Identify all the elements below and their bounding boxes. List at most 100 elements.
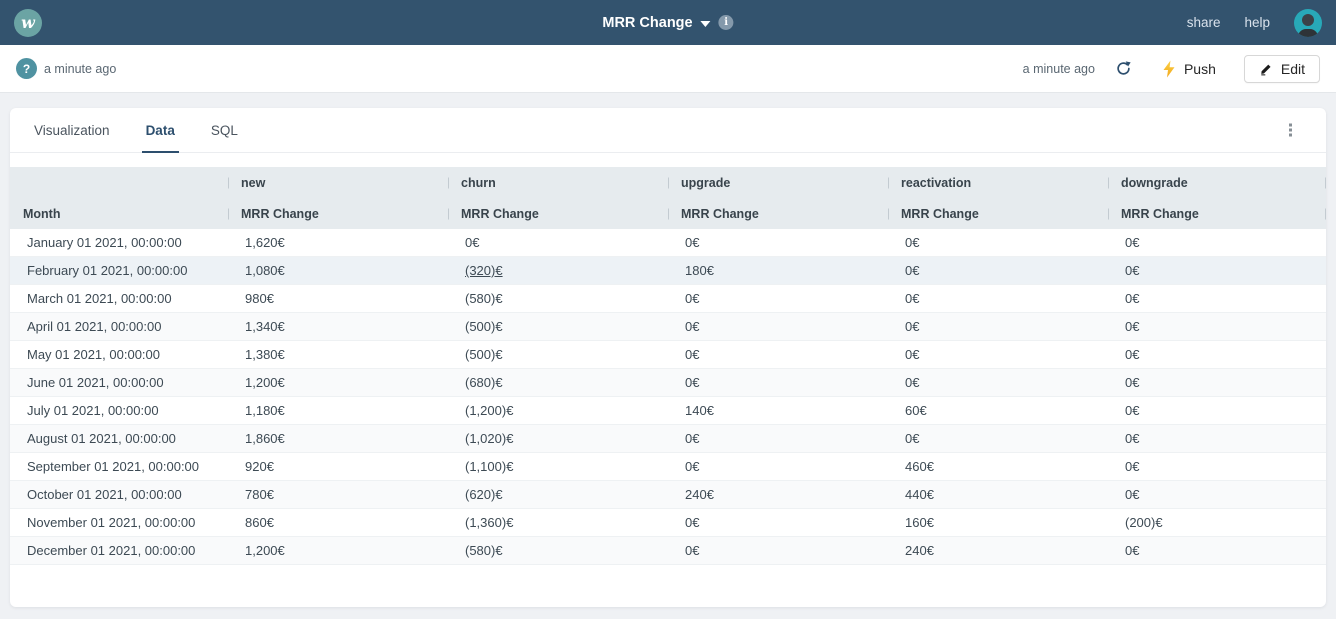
- value-cell-upgrade[interactable]: 0€: [668, 425, 888, 452]
- share-link[interactable]: share: [1186, 15, 1221, 30]
- value-cell-new[interactable]: 780€: [228, 481, 448, 508]
- table-row[interactable]: September 01 2021, 00:00:00 920€ (1,100)€ 0…: [10, 453, 1326, 481]
- cell-value: 1,380€: [245, 347, 285, 362]
- value-cell-churn[interactable]: (500)€: [448, 313, 668, 340]
- value-cell-new[interactable]: 1,340€: [228, 313, 448, 340]
- push-button[interactable]: Push: [1162, 60, 1216, 78]
- table-row[interactable]: January 01 2021, 00:00:00 1,620€ 0€ 0€ 0€ 0€: [10, 229, 1326, 257]
- main-content: Visualization Data SQL new churn upgrade reac…: [0, 93, 1336, 607]
- value-cell-downgrade[interactable]: 0€: [1108, 537, 1326, 564]
- cell-value: 0€: [905, 431, 920, 446]
- refresh-button[interactable]: [1115, 60, 1132, 77]
- value-cell-downgrade[interactable]: 0€: [1108, 341, 1326, 368]
- report-title-dropdown[interactable]: MRR Change i: [602, 15, 734, 31]
- value-cell-churn[interactable]: (1,100)€: [448, 453, 668, 480]
- value-cell-downgrade[interactable]: 0€: [1108, 397, 1326, 424]
- tab-visualization[interactable]: Visualization: [34, 122, 110, 138]
- more-options-icon[interactable]: [1285, 120, 1296, 141]
- value-cell-new[interactable]: 1,080€: [228, 257, 448, 284]
- value-cell-new[interactable]: 1,620€: [228, 229, 448, 256]
- month-cell: January 01 2021, 00:00:00: [27, 235, 182, 250]
- tab-data[interactable]: Data: [136, 108, 185, 153]
- value-cell-churn[interactable]: (1,020)€: [448, 425, 668, 452]
- value-cell-reactivation[interactable]: 0€: [888, 313, 1108, 340]
- value-cell-upgrade[interactable]: 0€: [668, 229, 888, 256]
- value-cell-downgrade[interactable]: 0€: [1108, 285, 1326, 312]
- value-cell-churn[interactable]: (500)€: [448, 341, 668, 368]
- value-cell-new[interactable]: 1,200€: [228, 537, 448, 564]
- value-cell-upgrade[interactable]: 0€: [668, 509, 888, 536]
- value-cell-reactivation[interactable]: 0€: [888, 285, 1108, 312]
- value-cell-reactivation[interactable]: 60€: [888, 397, 1108, 424]
- value-cell-new[interactable]: 920€: [228, 453, 448, 480]
- value-cell-downgrade[interactable]: 0€: [1108, 229, 1326, 256]
- table-row[interactable]: December 01 2021, 00:00:00 1,200€ (580)€ 0€…: [10, 537, 1326, 565]
- value-cell-downgrade[interactable]: 0€: [1108, 453, 1326, 480]
- group-header-upgrade: upgrade: [668, 167, 888, 198]
- value-cell-churn[interactable]: (1,200)€: [448, 397, 668, 424]
- question-circle-icon[interactable]: ?: [16, 58, 37, 79]
- value-cell-upgrade[interactable]: 0€: [668, 285, 888, 312]
- value-cell-reactivation[interactable]: 0€: [888, 257, 1108, 284]
- month-cell: December 01 2021, 00:00:00: [27, 543, 196, 558]
- value-cell-new[interactable]: 860€: [228, 509, 448, 536]
- value-cell-upgrade[interactable]: 0€: [668, 341, 888, 368]
- value-cell-downgrade[interactable]: 0€: [1108, 313, 1326, 340]
- value-cell-reactivation[interactable]: 0€: [888, 369, 1108, 396]
- value-cell-downgrade[interactable]: 0€: [1108, 425, 1326, 452]
- table-row[interactable]: March 01 2021, 00:00:00 980€ (580)€ 0€ 0€ 0€: [10, 285, 1326, 313]
- value-cell-upgrade[interactable]: 0€: [668, 537, 888, 564]
- table-row[interactable]: February 01 2021, 00:00:00 1,080€ (320)€ 18…: [10, 257, 1326, 285]
- value-cell-new[interactable]: 1,860€: [228, 425, 448, 452]
- value-cell-downgrade[interactable]: 0€: [1108, 369, 1326, 396]
- help-link[interactable]: help: [1244, 15, 1270, 30]
- last-updated-right: a minute ago: [1022, 61, 1095, 76]
- value-cell-churn[interactable]: (680)€: [448, 369, 668, 396]
- cell-value: (580)€: [465, 543, 503, 558]
- tab-sql[interactable]: SQL: [210, 122, 238, 138]
- value-cell-upgrade[interactable]: 180€: [668, 257, 888, 284]
- table-row[interactable]: May 01 2021, 00:00:00 1,380€ (500)€ 0€ 0€ 0€: [10, 341, 1326, 369]
- cell-value: 0€: [685, 291, 700, 306]
- value-cell-reactivation[interactable]: 160€: [888, 509, 1108, 536]
- value-cell-upgrade[interactable]: 0€: [668, 369, 888, 396]
- value-cell-churn[interactable]: (1,360)€: [448, 509, 668, 536]
- value-cell-upgrade[interactable]: 0€: [668, 313, 888, 340]
- value-cell-downgrade[interactable]: 0€: [1108, 257, 1326, 284]
- value-cell-downgrade[interactable]: (200)€: [1108, 509, 1326, 536]
- value-cell-reactivation[interactable]: 0€: [888, 229, 1108, 256]
- table-row[interactable]: November 01 2021, 00:00:00 860€ (1,360)€ 0€…: [10, 509, 1326, 537]
- value-cell-downgrade[interactable]: 0€: [1108, 481, 1326, 508]
- app-logo-icon[interactable]: w: [14, 8, 42, 37]
- table-row[interactable]: April 01 2021, 00:00:00 1,340€ (500)€ 0€ 0€ 0…: [10, 313, 1326, 341]
- value-cell-reactivation[interactable]: 0€: [888, 425, 1108, 452]
- value-cell-reactivation[interactable]: 0€: [888, 341, 1108, 368]
- value-cell-upgrade[interactable]: 0€: [668, 453, 888, 480]
- value-cell-churn[interactable]: (620)€: [448, 481, 668, 508]
- table-row[interactable]: October 01 2021, 00:00:00 780€ (620)€ 240€ 4…: [10, 481, 1326, 509]
- cell-value: 180€: [685, 263, 714, 278]
- value-cell-churn[interactable]: (580)€: [448, 537, 668, 564]
- report-card: Visualization Data SQL new churn upgrade reac…: [10, 108, 1326, 607]
- value-cell-churn[interactable]: (320)€: [448, 257, 668, 284]
- user-avatar[interactable]: [1294, 8, 1322, 37]
- table-row[interactable]: July 01 2021, 00:00:00 1,180€ (1,200)€ 140€…: [10, 397, 1326, 425]
- value-cell-churn[interactable]: (580)€: [448, 285, 668, 312]
- table-row[interactable]: June 01 2021, 00:00:00 1,200€ (680)€ 0€ 0€ 0€: [10, 369, 1326, 397]
- info-icon[interactable]: i: [718, 15, 734, 30]
- cell-value: (580)€: [465, 291, 503, 306]
- refresh-icon: [1117, 61, 1131, 75]
- value-cell-new[interactable]: 980€: [228, 285, 448, 312]
- edit-button[interactable]: Edit: [1243, 54, 1320, 83]
- value-cell-new[interactable]: 1,200€: [228, 369, 448, 396]
- value-cell-reactivation[interactable]: 460€: [888, 453, 1108, 480]
- value-cell-upgrade[interactable]: 140€: [668, 397, 888, 424]
- table-row[interactable]: August 01 2021, 00:00:00 1,860€ (1,020)€ 0€…: [10, 425, 1326, 453]
- column-header-new-mrr-change: MRR Change: [228, 198, 448, 229]
- value-cell-new[interactable]: 1,180€: [228, 397, 448, 424]
- value-cell-new[interactable]: 1,380€: [228, 341, 448, 368]
- value-cell-reactivation[interactable]: 440€: [888, 481, 1108, 508]
- value-cell-reactivation[interactable]: 240€: [888, 537, 1108, 564]
- value-cell-churn[interactable]: 0€: [448, 229, 668, 256]
- value-cell-upgrade[interactable]: 240€: [668, 481, 888, 508]
